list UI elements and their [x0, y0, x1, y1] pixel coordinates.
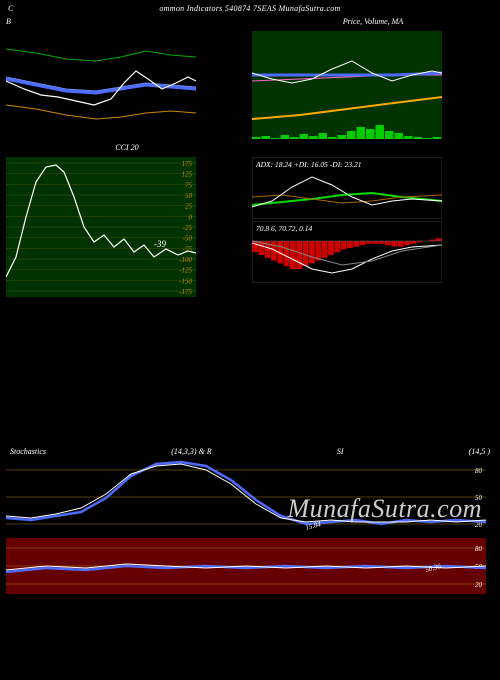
header-center: ommon Indicators 540874 7SEAS MunafaSutr… — [159, 4, 340, 13]
svg-text:-150: -150 — [179, 277, 192, 285]
watermark: MunafaSutra.com — [287, 494, 482, 524]
svg-text:80: 80 — [475, 467, 483, 475]
bbands-chart — [6, 31, 196, 139]
svg-text:-50: -50 — [183, 235, 193, 243]
bbands-panel: B — [6, 17, 248, 139]
stoch-title: Stochastics (14,3,3) & R SI (14,5 ) — [6, 447, 494, 458]
cci-panel: CCI 20 1751257550250-25-50-75-100-125-15… — [6, 143, 248, 297]
price-title: Price, Volume, MA Bands 20,2 — [252, 17, 494, 29]
price-chart — [252, 31, 442, 139]
bbands-title: B — [6, 17, 248, 29]
header-left: C — [8, 4, 14, 13]
svg-text:80: 80 — [475, 545, 483, 553]
page-header: C ommon Indicators 540874 7SEAS MunafaSu… — [0, 0, 500, 17]
top-grid: B Price, Volume, MA Bands 20,2 CCI 20 17… — [0, 17, 500, 297]
adx-macd-panel: ADX: 18.24 +DI: 16.05 -DI: 23.21 70.8 6,… — [252, 143, 494, 297]
svg-text:70.8 6, 70.72,: 70.8 6, 70.72, 0.14 — [256, 224, 313, 233]
svg-text:-100: -100 — [179, 256, 192, 264]
cci-chart: 1751257550250-25-50-75-100-125-150-175-3… — [6, 157, 196, 297]
price-panel: Price, Volume, MA Bands 20,2 — [252, 17, 494, 139]
adx-chart: ADX: 18.24 +DI: 16.05 -DI: 23.21 — [252, 157, 442, 219]
svg-text:20: 20 — [475, 581, 483, 589]
rsi-chart: 80502050.36 — [6, 538, 486, 594]
svg-text:-39: -39 — [154, 239, 166, 249]
svg-text:50: 50 — [185, 192, 193, 200]
svg-text:0: 0 — [189, 213, 193, 221]
svg-text:-25: -25 — [183, 224, 193, 232]
cci-title: CCI 20 — [6, 143, 248, 155]
svg-text:175: 175 — [182, 160, 193, 168]
svg-text:25: 25 — [185, 203, 193, 211]
macd-chart: 70.8 6, 70.72, 0.14 — [252, 221, 442, 283]
svg-text:125: 125 — [182, 171, 193, 179]
svg-text:-125: -125 — [179, 267, 192, 275]
svg-text:ADX: 18.24 +DI: 16.05 -DI: 2: ADX: 18.24 +DI: 16.05 -DI: 23.21 — [255, 160, 361, 169]
svg-text:-175: -175 — [179, 288, 192, 296]
svg-text:75: 75 — [185, 181, 193, 189]
